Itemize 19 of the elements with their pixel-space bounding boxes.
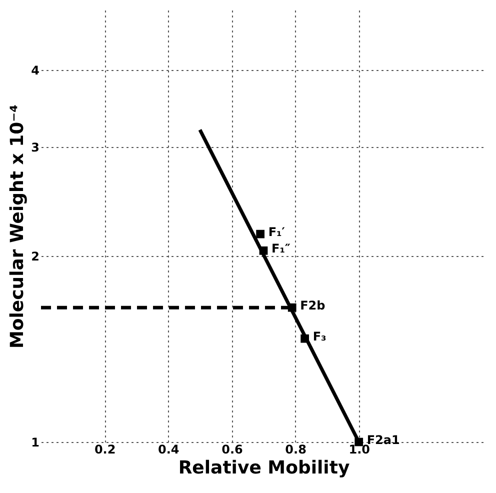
x-tick-label: 0.6 (222, 442, 243, 456)
annotation: F2b (300, 298, 326, 313)
annotation: F₁′ (268, 225, 285, 240)
x-tick-label: 0.8 (285, 442, 306, 456)
point (259, 246, 268, 255)
y-tick-label: 2 (31, 249, 40, 264)
annotation: F₁″ (272, 242, 291, 256)
x-tick-label: 1.0 (348, 442, 370, 456)
point (256, 230, 265, 238)
y-axis-title: Molecular Weight x 10⁻⁴ (7, 104, 28, 349)
x-tick-label: 0.2 (94, 442, 116, 456)
y-tick-label: 1 (31, 436, 40, 450)
x-tick-label: 0.4 (158, 442, 180, 456)
y-tick-label: 3 (31, 140, 40, 155)
y-tick-label: 4 (31, 63, 40, 78)
annotation: F₃ (312, 330, 326, 344)
x-axis-title: Relative Mobility (178, 458, 350, 478)
point (288, 303, 296, 312)
point (300, 334, 310, 343)
